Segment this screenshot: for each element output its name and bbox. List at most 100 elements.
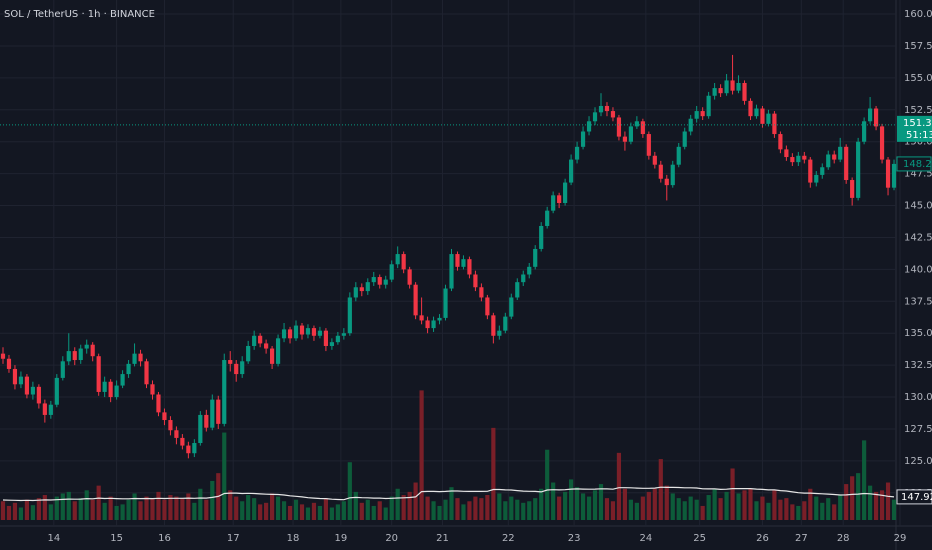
volume-bar (317, 505, 323, 520)
volume-bar (228, 490, 233, 520)
volume-bar (335, 504, 340, 520)
candle-body (652, 155, 657, 165)
candle-body (156, 394, 161, 413)
candle-body (443, 288, 448, 318)
volume-bar (742, 490, 747, 520)
candle-body (48, 404, 53, 415)
candle-body (712, 88, 717, 96)
candle-body (802, 155, 807, 160)
candle-body (885, 159, 891, 188)
volume-bar (443, 499, 448, 520)
volume-bar (383, 507, 388, 520)
volume-bar (862, 440, 867, 520)
volume-bar (455, 498, 460, 520)
volume-bar (760, 496, 765, 520)
last-price-label: 148.26 (903, 159, 932, 170)
volume-bar (425, 496, 430, 520)
candle-body (60, 361, 65, 378)
candle-body (736, 82, 741, 91)
volume-bar (736, 493, 741, 520)
volume-bar (347, 462, 352, 520)
countdown: 51:13 (906, 130, 932, 141)
candle-body (509, 297, 514, 317)
volume-bar (323, 498, 329, 520)
candle-body (54, 377, 59, 405)
volume-bar (305, 507, 311, 520)
y-tick-label: 152.50 (904, 105, 932, 116)
volume-bar (610, 501, 616, 520)
candle-body (371, 277, 376, 283)
candle-body (30, 386, 35, 395)
volume-bar (724, 491, 729, 520)
volume-bar (353, 491, 358, 520)
volume-bar (778, 499, 783, 520)
candle-body (419, 315, 424, 321)
volume-bar (395, 488, 400, 520)
overlays: 122.50125.00127.50130.00132.50135.00137.… (0, 9, 932, 544)
volume-bar (509, 496, 514, 520)
volume-bar (48, 504, 53, 520)
candle-body (186, 445, 191, 454)
candle-body (174, 430, 179, 438)
y-tick-label: 145.00 (904, 201, 932, 212)
volume-bar (156, 491, 161, 520)
volume-bar (622, 488, 628, 520)
candle-body (264, 343, 269, 349)
volume-bar (180, 498, 185, 520)
candle-body (730, 80, 735, 91)
volume-bar (18, 507, 24, 520)
candle-body (473, 274, 478, 288)
candle-body (664, 178, 669, 186)
volume-bar (12, 502, 18, 520)
candle-body (305, 328, 311, 335)
candle-body (84, 344, 89, 349)
candle-body (479, 287, 484, 298)
candle-body (879, 126, 885, 160)
y-tick-label: 140.00 (904, 264, 932, 275)
candle-body (628, 126, 633, 142)
candle-body (12, 368, 18, 385)
x-tick-label: 18 (287, 533, 300, 544)
volume-bar (748, 488, 753, 520)
volume-bar (485, 495, 490, 520)
candle-body (718, 88, 723, 94)
volume-bar (503, 501, 508, 520)
candle-body (365, 282, 370, 292)
volume-bar (204, 499, 209, 520)
volume-bar (54, 496, 59, 520)
candle-body (580, 131, 586, 147)
candle-body (563, 182, 568, 203)
volume-bar (664, 485, 669, 520)
volume-bar (6, 505, 12, 520)
candle-body (78, 348, 83, 361)
candle-body (18, 376, 24, 385)
volume-bar (258, 504, 263, 520)
volume-bar (850, 476, 855, 520)
volume-bar (461, 504, 466, 520)
candle-body (24, 376, 30, 395)
candle-body (515, 282, 520, 298)
x-tick-label: 28 (837, 533, 850, 544)
volume-bar (820, 502, 825, 520)
volume-bar (790, 504, 795, 520)
volume-bar (407, 491, 412, 520)
volume-bar (718, 498, 723, 520)
volume-bar (706, 495, 711, 520)
volume-bar (592, 490, 598, 520)
volume-bar (844, 484, 849, 520)
volume-bar (186, 493, 191, 520)
candle-body (407, 269, 412, 285)
candle-body (527, 266, 532, 275)
volume-bar (539, 488, 544, 520)
candle-body (891, 163, 897, 188)
candle-body (760, 108, 765, 124)
volume-bar (658, 459, 663, 520)
candle-body (784, 149, 789, 158)
volume-bar (885, 482, 891, 520)
candle-body (640, 121, 645, 135)
volume-bar (192, 502, 197, 520)
volume-bar (527, 501, 532, 520)
volume-bar (616, 452, 622, 520)
candle-body (838, 146, 843, 160)
